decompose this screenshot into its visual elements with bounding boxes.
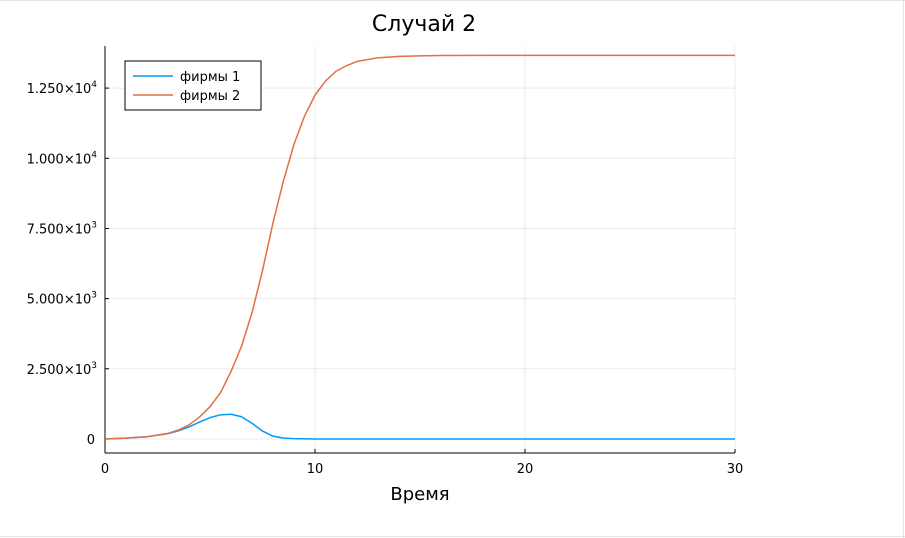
series-layer: [104, 54, 735, 440]
legend-label-1: фирмы 1: [180, 70, 240, 85]
y-tick-label: 1.250×104: [27, 80, 98, 97]
top-border: [0, 0, 905, 1]
tick-labels: 0 10 20 30 0 2.500×103 5.000×103 7.500×103 1.000…: [27, 80, 744, 477]
x-tick-label: 20: [517, 462, 534, 477]
legend-box: [124, 60, 262, 111]
x-axis-label: Время: [390, 484, 449, 505]
y-tick-label: 0: [87, 433, 95, 448]
legend-label-2: фирмы 2: [180, 89, 240, 104]
y-tick-label: 7.500×103: [27, 220, 97, 237]
x-tick-label: 0: [101, 462, 109, 477]
bottom-border: [0, 536, 905, 537]
y-tick-label: 1.000×104: [27, 150, 98, 167]
x-tick-label: 10: [307, 462, 324, 477]
axes: [104, 46, 736, 454]
chart-title: Случай 2: [372, 12, 476, 37]
series-line-2: [104, 54, 735, 440]
x-tick-label: 30: [727, 462, 744, 477]
legend: фирмы 1 фирмы 2: [124, 60, 262, 111]
y-tick-label: 2.500×103: [27, 361, 97, 378]
y-tick-label: 5.000×103: [27, 291, 97, 308]
right-border: [903, 0, 904, 538]
